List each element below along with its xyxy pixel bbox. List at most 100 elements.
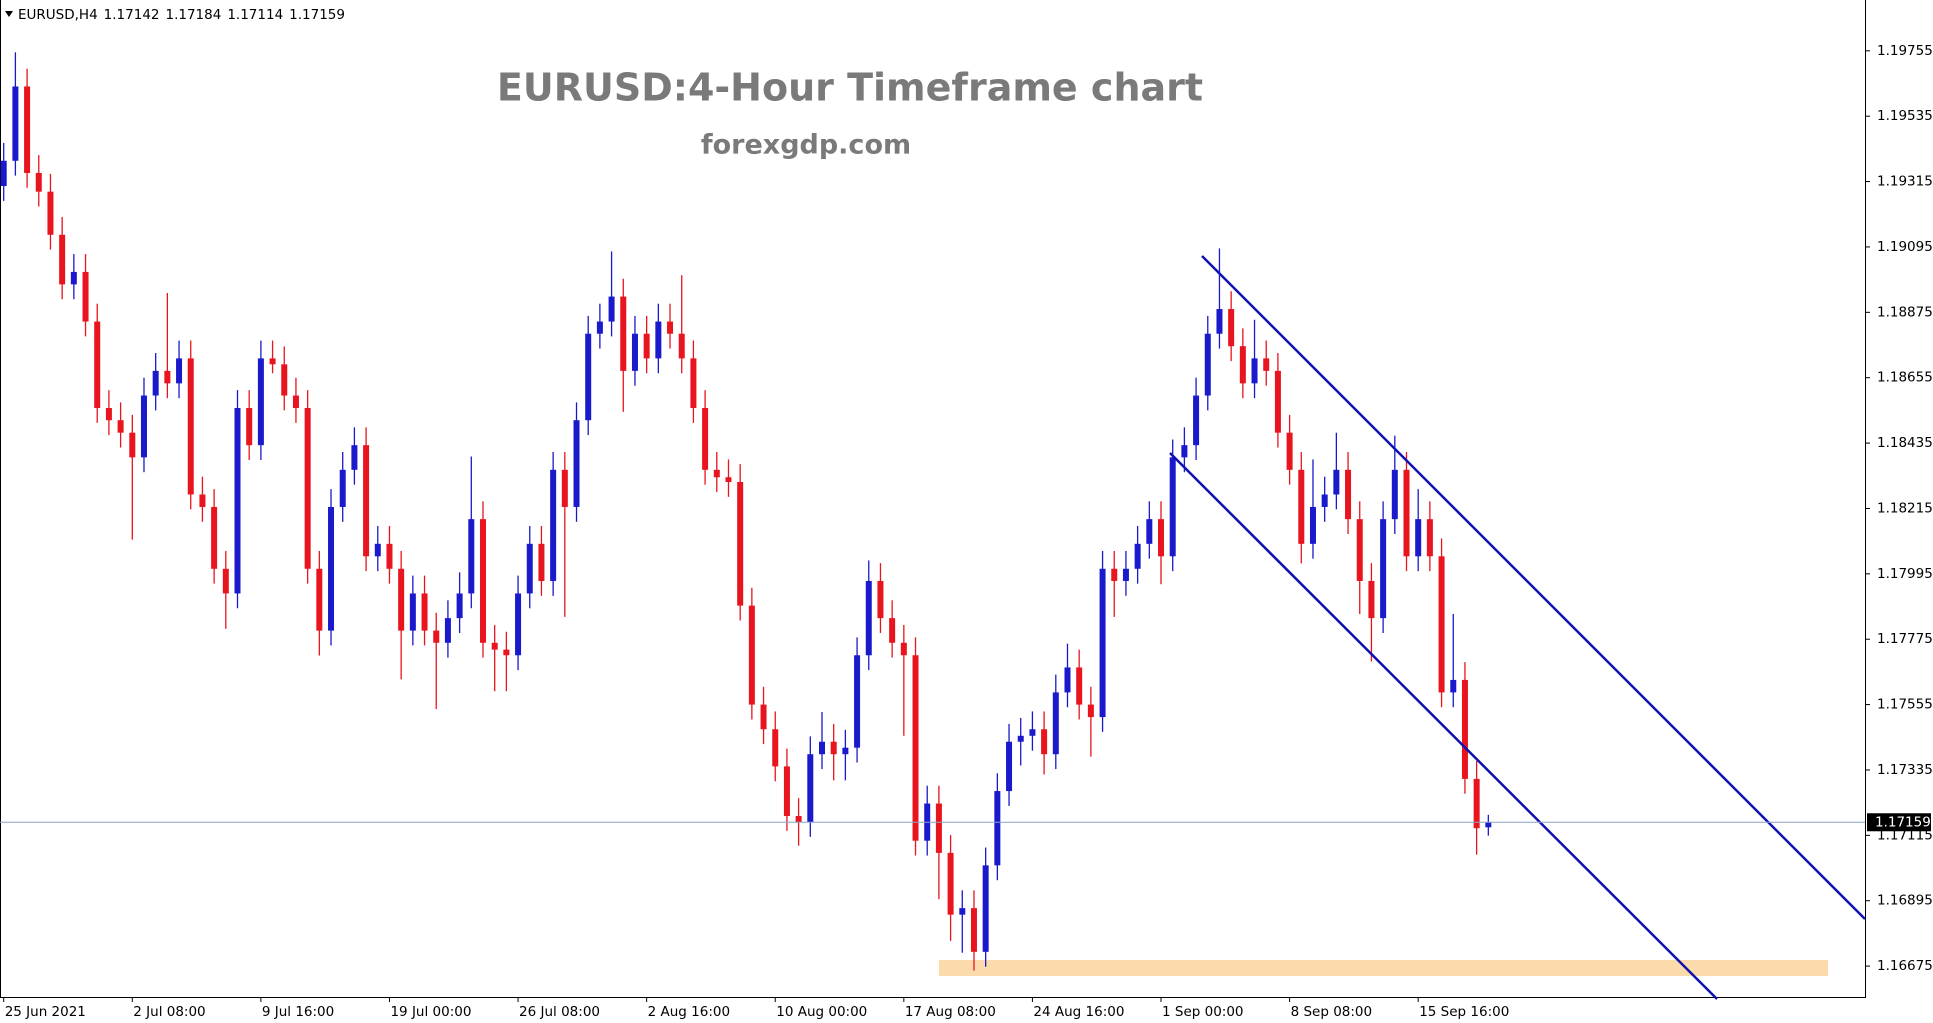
candle-body bbox=[199, 494, 206, 507]
candle-body bbox=[24, 86, 31, 173]
candle-body bbox=[1228, 309, 1235, 347]
candle-body bbox=[573, 420, 580, 507]
x-tick-label: 15 Sep 16:00 bbox=[1419, 1004, 1509, 1020]
candle-body bbox=[140, 395, 147, 458]
y-tick-label: 1.19755 bbox=[1877, 43, 1933, 59]
x-tick-label: 25 Jun 2021 bbox=[5, 1004, 86, 1020]
candle-body bbox=[690, 358, 697, 409]
candle-body bbox=[12, 86, 19, 161]
candle-body bbox=[608, 296, 615, 322]
candle-body bbox=[596, 321, 603, 334]
candle-body bbox=[59, 234, 66, 285]
price-tag-label: 1.17159 bbox=[1875, 814, 1931, 830]
candle-body bbox=[363, 445, 370, 557]
candle-body bbox=[1403, 469, 1410, 557]
candle-body bbox=[1461, 679, 1468, 779]
candle-body bbox=[959, 908, 966, 915]
y-tick-label: 1.16675 bbox=[1877, 958, 1933, 974]
y-tick-label: 1.18435 bbox=[1877, 435, 1933, 451]
candle-body bbox=[795, 816, 802, 822]
candle-body bbox=[468, 519, 475, 594]
x-tick-label: 8 Sep 08:00 bbox=[1291, 1004, 1373, 1020]
y-tick-label: 1.19095 bbox=[1877, 239, 1933, 255]
candle-body bbox=[1099, 568, 1106, 718]
candle-body bbox=[503, 649, 510, 656]
candle-body bbox=[830, 741, 837, 755]
candle-body bbox=[1158, 519, 1165, 557]
candle-body bbox=[304, 408, 311, 569]
candle-body bbox=[783, 766, 790, 817]
channel-lower bbox=[1169, 452, 1718, 1000]
candle-body bbox=[117, 420, 124, 433]
candle-body bbox=[772, 729, 779, 767]
candle-body bbox=[444, 618, 451, 643]
candle-body bbox=[1473, 778, 1480, 829]
y-tick-label: 1.18655 bbox=[1877, 370, 1933, 386]
candle-body bbox=[1450, 679, 1457, 693]
candle-body bbox=[1415, 519, 1422, 557]
candle-body bbox=[269, 358, 276, 365]
candle-body bbox=[1274, 370, 1281, 433]
candle-body bbox=[211, 506, 218, 569]
candle-body bbox=[854, 655, 861, 748]
candle-body bbox=[1391, 469, 1398, 520]
candle-body bbox=[1169, 457, 1176, 557]
candle-body bbox=[526, 543, 533, 594]
candle-body bbox=[1087, 704, 1094, 718]
candle-body bbox=[1438, 556, 1445, 693]
candle-body bbox=[865, 580, 872, 656]
candle-body bbox=[947, 852, 954, 915]
candle-body bbox=[713, 469, 720, 478]
x-tick-label: 19 Jul 00:00 bbox=[390, 1004, 471, 1020]
x-tick-label: 10 Aug 00:00 bbox=[776, 1004, 867, 1020]
candle-body bbox=[1017, 735, 1024, 742]
candle-body bbox=[982, 865, 989, 952]
y-tick-label: 1.18875 bbox=[1877, 304, 1933, 320]
candle-body bbox=[748, 605, 755, 705]
candle-body bbox=[129, 432, 136, 458]
x-tick-label: 17 Aug 08:00 bbox=[905, 1004, 996, 1020]
candle-body bbox=[702, 408, 709, 470]
candle-body bbox=[643, 333, 650, 359]
candle-body bbox=[1239, 346, 1246, 384]
candle-body bbox=[187, 358, 194, 495]
symbol: EURUSD,H4 bbox=[18, 7, 98, 23]
candle-body bbox=[222, 568, 229, 594]
menu-arrow[interactable] bbox=[5, 11, 13, 17]
x-tick-label: 1 Sep 00:00 bbox=[1162, 1004, 1244, 1020]
candle-body bbox=[515, 593, 522, 656]
candle-body bbox=[176, 358, 183, 384]
candle-body bbox=[479, 519, 486, 643]
candle-body bbox=[82, 271, 89, 322]
candle-body bbox=[1263, 358, 1270, 371]
candle-body bbox=[456, 593, 463, 619]
candle-body bbox=[257, 358, 264, 446]
candle-body bbox=[70, 271, 77, 285]
candle-body bbox=[0, 160, 7, 187]
candle-body bbox=[889, 618, 896, 643]
quote-header: EURUSD,H4 1.17142 1.17184 1.17114 1.17159 bbox=[18, 7, 345, 23]
candle-body bbox=[35, 172, 42, 192]
candle-body bbox=[339, 469, 346, 507]
x-tick-label: 26 Jul 08:00 bbox=[519, 1004, 600, 1020]
candle-body bbox=[550, 469, 557, 581]
y-tick-label: 1.16895 bbox=[1877, 893, 1933, 909]
candle-body bbox=[152, 370, 159, 396]
x-tick-label: 2 Jul 08:00 bbox=[133, 1004, 205, 1020]
candle-body bbox=[994, 791, 1001, 866]
candle-body bbox=[421, 593, 428, 631]
quote-close: 1.17159 bbox=[289, 7, 345, 23]
candle-body bbox=[1380, 519, 1387, 619]
candle-body bbox=[1064, 667, 1071, 693]
candle-body bbox=[1181, 445, 1188, 458]
candle-body bbox=[1485, 822, 1492, 828]
candle-body bbox=[351, 445, 358, 470]
candle-body bbox=[631, 333, 638, 371]
chart-subtitle: forexgdp.com bbox=[701, 130, 911, 161]
price-tag bbox=[1867, 813, 1931, 832]
x-tick-label: 2 Aug 16:00 bbox=[648, 1004, 730, 1020]
candle-body bbox=[1356, 519, 1363, 581]
quote-open: 1.17142 bbox=[104, 7, 160, 23]
